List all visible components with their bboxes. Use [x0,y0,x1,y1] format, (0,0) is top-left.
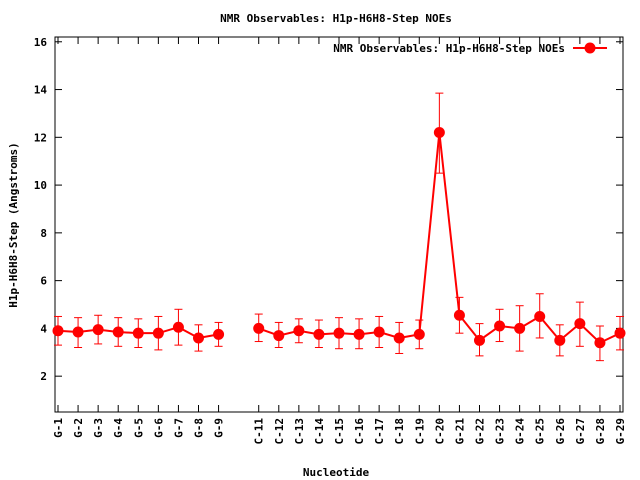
x-tick-label: C-12 [273,418,286,445]
data-point [52,325,64,337]
x-axis-label: Nucleotide [303,466,370,479]
data-point [313,328,325,340]
legend-marker-swatch [584,42,596,54]
y-tick-label: 10 [34,179,47,192]
x-tick-label: G-27 [574,418,587,445]
x-tick-label: C-17 [373,418,386,445]
data-point [273,330,285,342]
x-tick-label: G-29 [614,418,627,445]
data-point [172,321,184,333]
data-point [413,328,425,340]
data-point [152,327,164,339]
x-tick-label: G-8 [193,418,206,438]
x-tick-label: G-5 [132,418,145,438]
data-point [453,309,465,321]
y-tick-label: 6 [40,275,47,288]
y-tick-label: 8 [40,227,47,240]
x-tick-label: C-20 [433,418,446,445]
data-point [253,322,265,334]
data-point [494,320,506,332]
y-tick-label: 16 [34,36,48,49]
chart-title: NMR Observables: H1p-H6H8-Step NOEs [220,12,452,25]
x-tick-label: G-26 [554,418,567,445]
x-tick-label: G-22 [474,418,487,445]
x-tick-label: C-13 [293,418,306,445]
x-tick-label: C-18 [393,418,406,445]
data-point [554,334,566,346]
series-line-group [52,92,626,362]
data-point [393,332,405,344]
x-tick-label: G-23 [494,418,507,445]
data-point [213,328,225,340]
x-tick-label: G-9 [213,418,226,438]
x-axis: G-1 G-2 G-3 G-4 G-5 G-6 G-7 G-8 G-9 C-11 C-12 C-13 C… [52,37,627,445]
x-tick-label: G-1 [52,418,65,438]
x-tick-label: G-24 [514,418,527,445]
data-point [433,127,445,139]
y-axis: 2 4 6 8 10 12 14 16 [34,36,623,383]
legend: NMR Observables: H1p-H6H8-Step NOEs [333,42,607,55]
y-axis-label: H1p-H6H8-Step (Angstroms) [7,142,20,308]
data-point [614,327,626,339]
x-tick-label: C-11 [253,418,266,445]
data-point [333,327,345,339]
x-tick-label: C-14 [313,418,326,445]
data-point [92,324,104,336]
data-point [193,332,204,344]
x-tick-label: G-4 [112,418,125,438]
x-tick-label: G-25 [534,418,547,445]
y-tick-label: 12 [34,131,47,144]
data-point [72,326,84,338]
data-point [112,326,124,338]
data-point [474,334,485,346]
x-tick-label: G-3 [92,418,105,438]
x-tick-label: G-7 [172,418,185,438]
data-point [514,322,526,334]
x-tick-label: G-21 [453,418,466,445]
x-tick-label: C-16 [353,418,366,445]
data-point [353,328,365,340]
x-tick-label: G-28 [594,418,607,445]
data-point [373,326,385,338]
x-tick-label: G-2 [72,418,85,438]
x-tick-label: G-6 [152,418,165,438]
data-point [132,327,144,339]
x-tick-label: C-15 [333,418,346,445]
x-tick-label: C-19 [413,418,426,445]
y-tick-label: 2 [40,370,47,383]
legend-label: NMR Observables: H1p-H6H8-Step NOEs [333,42,565,55]
data-point [293,325,305,337]
plot-frame [54,36,624,413]
y-tick-label: 4 [40,322,47,335]
data-point [594,337,606,349]
data-point [534,310,546,322]
y-tick-label: 14 [34,84,48,97]
data-point [574,318,586,330]
